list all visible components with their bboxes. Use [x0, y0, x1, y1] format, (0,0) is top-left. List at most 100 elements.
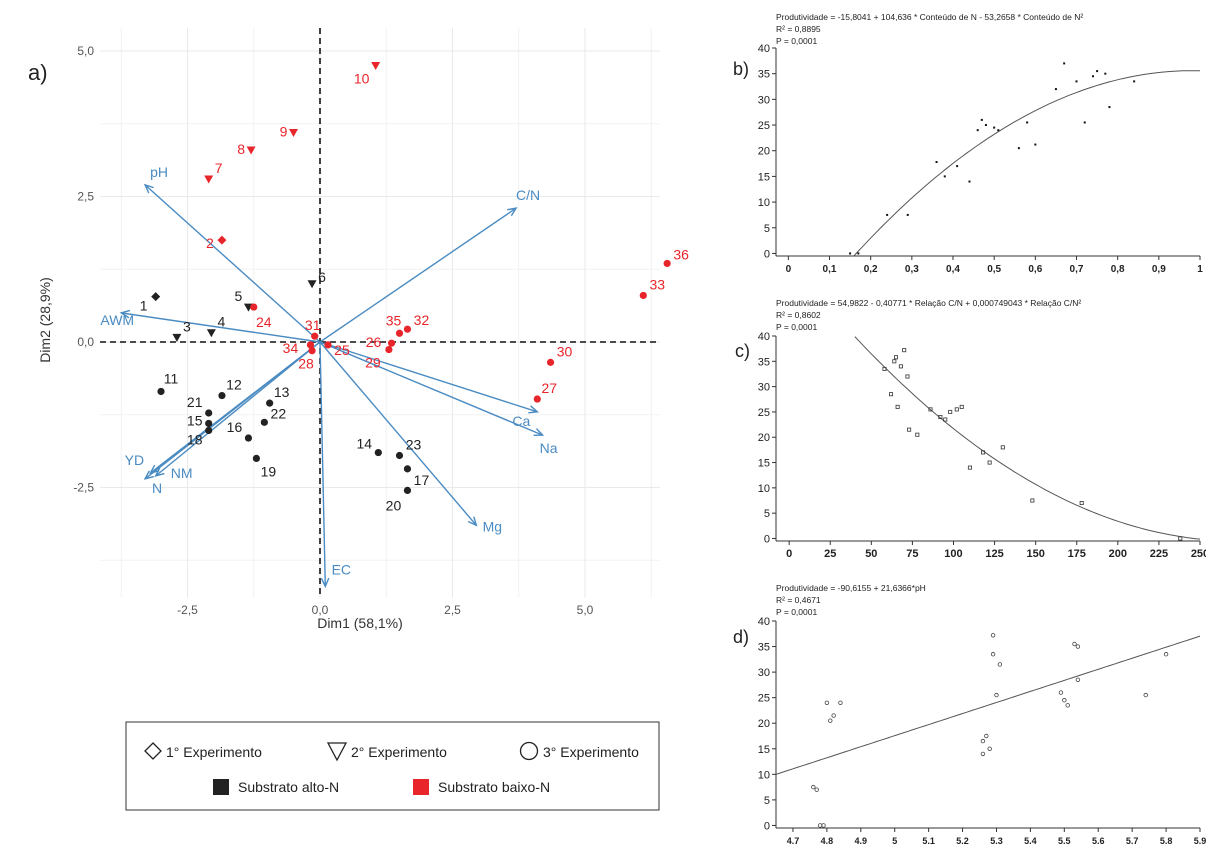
fit-curve	[853, 70, 1200, 256]
point-label-10: 10	[354, 71, 370, 87]
point-label-23: 23	[406, 436, 422, 452]
data-point	[898, 364, 903, 369]
vector-n	[144, 341, 321, 480]
panel-c-equation: Produtividade = 54,9822 - 0,40771 * Rela…	[776, 298, 1081, 308]
data-point	[1096, 70, 1099, 73]
data-point	[1034, 143, 1037, 146]
panel-b-regression: b) Produtividade = -15,8041 + 104,636 * …	[733, 12, 1203, 275]
point-label-31: 31	[305, 317, 321, 333]
point-label-16: 16	[227, 419, 243, 435]
point-15	[205, 419, 213, 428]
panel-b-p: P = 0,0001	[776, 36, 817, 46]
legend-item-baixo-n: Substrato baixo-N	[438, 779, 550, 795]
point-23	[395, 451, 404, 460]
y-tick-label: 20	[758, 718, 770, 730]
legend-circle-icon	[519, 741, 539, 761]
x-tick-label: 25	[824, 548, 836, 560]
point-label-29: 29	[365, 355, 381, 371]
panel-d-r2: R² = 0,4671	[776, 595, 821, 605]
point-2	[217, 235, 227, 245]
panel-d-p: P = 0,0001	[776, 607, 817, 617]
point-label-18: 18	[187, 431, 203, 447]
point-3	[172, 333, 182, 342]
data-point	[956, 165, 959, 168]
point-34	[306, 341, 315, 349]
data-point	[811, 784, 816, 790]
x-tick-label: 5.1	[922, 836, 935, 846]
y-tick-label: 5	[764, 795, 770, 807]
y-tick-label: 40	[758, 331, 770, 343]
panel-a-biplot: a) -2,5 0,0 2,5 5,0 -2,5 0,0 2,5 5,0 pH C/N AWM YD…	[28, 28, 689, 811]
point-label-17: 17	[414, 472, 430, 488]
legend: 1° Experimento 2° Experimento 3° Experim…	[125, 721, 660, 811]
vector-label-n: N	[152, 480, 162, 496]
point-13	[266, 399, 274, 407]
x-tick-label: 225	[1150, 548, 1168, 560]
data-point	[976, 129, 979, 132]
x-tick-label: 4.8	[821, 836, 834, 846]
data-point	[943, 417, 948, 422]
legend-black-square-icon	[213, 779, 229, 795]
point-label-33: 33	[650, 276, 666, 292]
point-label-15: 15	[187, 412, 203, 428]
point-33	[639, 291, 647, 300]
y-tick-label: 10	[758, 769, 770, 781]
vector-mg	[319, 341, 477, 526]
vector-nm	[155, 341, 321, 477]
point-label-21: 21	[187, 394, 203, 410]
vector-na	[319, 341, 543, 436]
y-tick-label: 10	[758, 197, 770, 209]
y-tick-label: 30	[758, 667, 770, 679]
vector-arrowhead-nm	[154, 467, 165, 477]
point-label-3: 3	[183, 318, 191, 334]
vector-label-mg: Mg	[483, 518, 502, 534]
vector-arrowhead-awm	[119, 309, 131, 319]
x-tick-label: 50	[865, 548, 877, 560]
data-point	[1091, 75, 1094, 78]
point-label-9: 9	[280, 123, 288, 139]
point-label-2: 2	[206, 235, 214, 251]
panel-a-ylabel: Dim2 (28,9%)	[37, 277, 53, 363]
data-point	[1017, 147, 1020, 150]
x-tick-label: 0	[786, 548, 792, 560]
data-point	[893, 355, 898, 360]
data-point	[915, 432, 920, 437]
data-point	[1058, 690, 1064, 695]
data-point	[821, 823, 826, 828]
x-tick-label: 5.4	[1024, 836, 1037, 846]
x-tick-label: 4.9	[855, 836, 868, 846]
panel-a-tick-labels: -2,5 0,0 2,5 5,0 -2,5 0,0 2,5 5,0	[73, 44, 593, 617]
point-10	[371, 62, 381, 71]
point-21	[205, 409, 213, 417]
x-tick-label: 100	[944, 548, 962, 560]
point-label-36: 36	[673, 246, 689, 262]
point-label-25: 25	[334, 342, 350, 358]
data-point	[1063, 62, 1066, 65]
point-label-22: 22	[271, 405, 287, 421]
x-tick-label: 5.8	[1160, 836, 1173, 846]
data-point	[1054, 88, 1057, 91]
data-point	[824, 700, 830, 705]
y-tick-label: -2,5	[73, 481, 94, 495]
x-tick-label: 5.6	[1092, 836, 1105, 846]
panel-b-label: b)	[733, 59, 749, 79]
x-tick-label: 5,0	[577, 603, 594, 617]
point-24	[250, 303, 258, 311]
legend-box	[125, 721, 660, 811]
vector-label-ec: EC	[332, 561, 351, 577]
data-point	[994, 692, 999, 698]
point-label-20: 20	[386, 497, 402, 513]
x-tick-label: 0,1	[823, 264, 837, 275]
point-label-11: 11	[164, 370, 179, 386]
panel-c-plot: 0 5 10 15 20 25 30 35 40 0 25 50 75 100 125 150 175 200 22…	[758, 331, 1206, 560]
x-tick-label: 75	[906, 548, 918, 560]
data-point	[967, 465, 972, 470]
data-point	[838, 700, 843, 705]
point-22	[260, 418, 268, 426]
data-point	[1075, 80, 1078, 83]
point-label-34: 34	[283, 340, 299, 356]
data-point	[1075, 677, 1081, 682]
y-tick-label: 15	[758, 171, 770, 183]
data-point	[1072, 641, 1077, 647]
